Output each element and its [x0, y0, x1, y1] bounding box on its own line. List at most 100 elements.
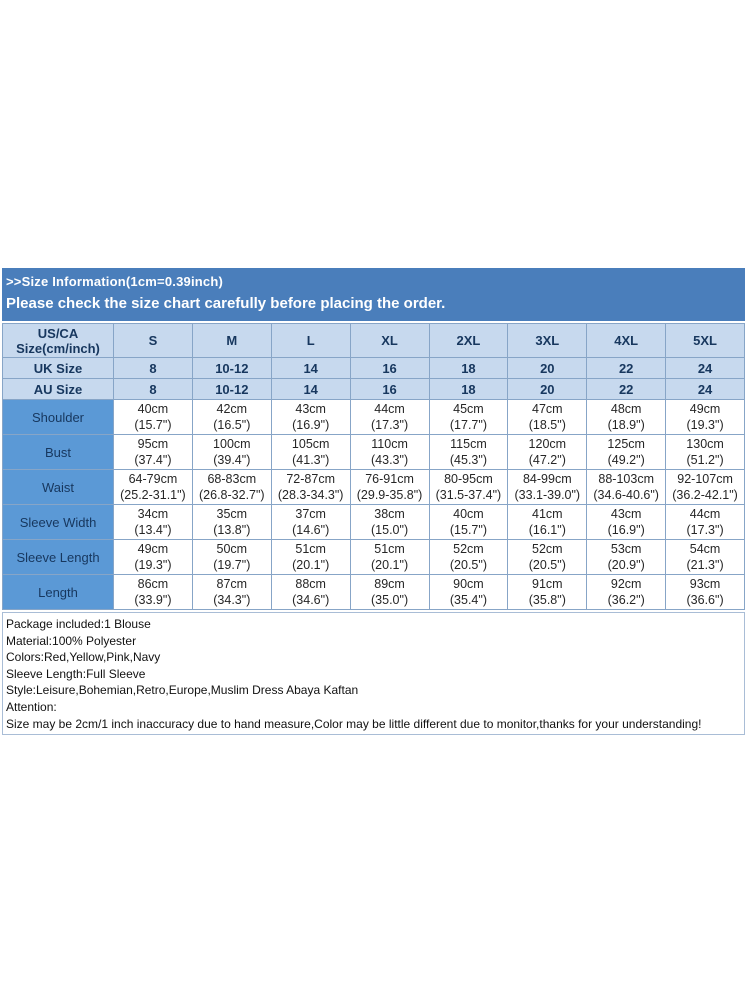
measure-cell: 115cm (45.3") [428, 434, 509, 470]
measure-cm-value: 64-79cm [128, 472, 178, 486]
measure-cell: 53cm (20.9") [586, 539, 667, 575]
measure-cm-value: 42cm [216, 402, 248, 416]
detail-line-package: Package included:1 Blouse [6, 617, 151, 631]
measure-cm-value: 100cm [213, 437, 251, 451]
measure-cell: 90cm (35.4") [428, 574, 509, 610]
measure-inch-value: (20.5") [449, 558, 487, 572]
measure-cm-value: 51cm [295, 542, 326, 556]
measure-inch-value: (17.7") [449, 418, 487, 432]
measure-cm-value: 90cm [453, 577, 484, 591]
measure-cm-value: 51cm [374, 542, 405, 556]
corner-header-line1: US/CA [37, 325, 79, 341]
measure-cell: 87cm (34.3") [191, 574, 272, 610]
measure-cell: 72-87cm (28.3-34.3") [270, 469, 351, 505]
measure-inch-value: (15.0") [371, 523, 409, 537]
size-column-header: 5XL [665, 323, 745, 358]
measure-cm-value: 35cm [216, 507, 248, 521]
measure-inch-value: (35.8") [528, 593, 566, 607]
measure-cm-value: 95cm [137, 437, 169, 451]
uk-size-value: 24 [665, 357, 745, 379]
measure-cm-value: 92cm [610, 577, 642, 591]
measure-cell: 52cm (20.5") [507, 539, 588, 575]
measure-cell: 125cm (49.2") [586, 434, 667, 470]
measure-row-label: Sleeve Width [2, 504, 114, 540]
measure-inch-value: (39.4") [213, 453, 251, 467]
measure-cell: 35cm (13.8") [191, 504, 272, 540]
measure-inch-value: (16.5") [213, 418, 251, 432]
measure-cm-value: 115cm [450, 437, 487, 451]
measure-cell: 92-107cm (36.2-42.1") [665, 469, 745, 505]
size-info-title: >>Size Information(1cm=0.39inch) [6, 274, 223, 289]
measure-cell: 44cm (17.3") [665, 504, 745, 540]
detail-line-disclaimer: Size may be 2cm/1 inch inaccuracy due to… [6, 716, 702, 731]
measure-cell: 88-103cm (34.6-40.6") [586, 469, 667, 505]
measure-row: Length 86cm (33.9") 87cm (34.3") 88cm (34.6") 8… [2, 574, 745, 610]
measure-cell: 47cm (18.5") [507, 399, 588, 435]
size-chart-table: US/CA Size(cm/inch) S M L XL 2XL 3XL 4XL… [2, 323, 745, 610]
measure-inch-value: (37.4") [134, 453, 172, 467]
au-size-value: 18 [428, 378, 509, 400]
measure-cm-value: 86cm [137, 577, 169, 591]
uk-size-value: 16 [349, 357, 430, 379]
measure-row-label: Length [2, 574, 114, 610]
measure-inch-value: (49.2") [607, 453, 645, 467]
measure-cm-value: 76-91cm [365, 472, 414, 486]
measure-inch-value: (26.8-32.7") [199, 488, 265, 502]
measure-cm-value: 50cm [216, 542, 248, 556]
au-size-value: 22 [586, 378, 667, 400]
uk-size-value: 10-12 [191, 357, 272, 379]
detail-line-colors: Colors:Red,Yellow,Pink,Navy [6, 650, 161, 665]
measure-row: Bust 95cm (37.4") 100cm (39.4") 105cm (41.3") 1… [2, 434, 745, 470]
measure-inch-value: (15.7") [449, 523, 487, 537]
measure-cell: 93cm (36.6") [665, 574, 745, 610]
measurement-rows: Shoulder 40cm (15.7") 42cm (16.5") 43cm (16.9"… [2, 399, 745, 610]
measure-cell: 40cm (15.7") [428, 504, 509, 540]
measure-cell: 68-83cm (26.8-32.7") [191, 469, 272, 505]
measure-cm-value: 87cm [216, 577, 248, 591]
measure-cell: 42cm (16.5") [191, 399, 272, 435]
size-header-row: US/CA Size(cm/inch) S M L XL 2XL 3XL 4XL… [2, 323, 745, 358]
measure-inch-value: (34.6") [292, 593, 330, 607]
measure-cm-value: 84-99cm [522, 472, 572, 486]
measure-cm-value: 40cm [137, 402, 169, 416]
measure-inch-value: (17.3") [686, 523, 724, 537]
au-size-value: 20 [507, 378, 588, 400]
au-size-row: AU Size 8 10-12 14 16 18 20 22 24 [2, 378, 745, 400]
uk-size-value: 14 [270, 357, 351, 379]
measure-inch-value: (33.9") [134, 593, 172, 607]
measure-cm-value: 37cm [295, 507, 326, 521]
size-column-header: S [113, 323, 193, 358]
measure-inch-value: (14.6") [292, 523, 330, 537]
measure-cell: 49cm (19.3") [113, 539, 193, 575]
measure-cell: 41cm (16.1") [507, 504, 588, 540]
measure-cell: 100cm (39.4") [191, 434, 272, 470]
measure-cell: 120cm (47.2") [507, 434, 588, 470]
measure-cm-value: 88-103cm [598, 472, 654, 486]
measure-row: Sleeve Length 49cm (19.3") 50cm (19.7") 51cm (… [2, 539, 745, 575]
uk-size-value: 20 [507, 357, 588, 379]
measure-cell: 89cm (35.0") [349, 574, 430, 610]
measure-row: Waist 64-79cm (25.2-31.1") 68-83cm (26.8-32.… [2, 469, 745, 505]
measure-cell: 64-79cm (25.2-31.1") [113, 469, 193, 505]
measure-cell: 91cm (35.8") [507, 574, 588, 610]
corner-header-line2: Size(cm/inch) [16, 340, 100, 356]
measure-inch-value: (34.6-40.6") [593, 488, 659, 502]
measure-cm-value: 45cm [453, 402, 484, 416]
measure-cm-value: 54cm [689, 542, 721, 556]
measure-inch-value: (20.1") [292, 558, 330, 572]
measure-inch-value: (35.4") [449, 593, 487, 607]
au-size-value: 24 [665, 378, 745, 400]
measure-cm-value: 43cm [610, 507, 642, 521]
measure-cell: 38cm (15.0") [349, 504, 430, 540]
measure-cm-value: 125cm [607, 437, 645, 451]
measure-cm-value: 72-87cm [286, 472, 335, 486]
measure-inch-value: (36.2-42.1") [672, 488, 738, 502]
measure-cell: 80-95cm (31.5-37.4") [428, 469, 509, 505]
measure-cm-value: 53cm [610, 542, 642, 556]
measure-cm-value: 43cm [295, 402, 326, 416]
measure-cell: 95cm (37.4") [113, 434, 193, 470]
size-info-subtitle: Please check the size chart carefully be… [6, 295, 446, 312]
size-column-header: XL [349, 323, 430, 358]
au-size-value: 8 [113, 378, 193, 400]
measure-inch-value: (15.7") [134, 418, 172, 432]
